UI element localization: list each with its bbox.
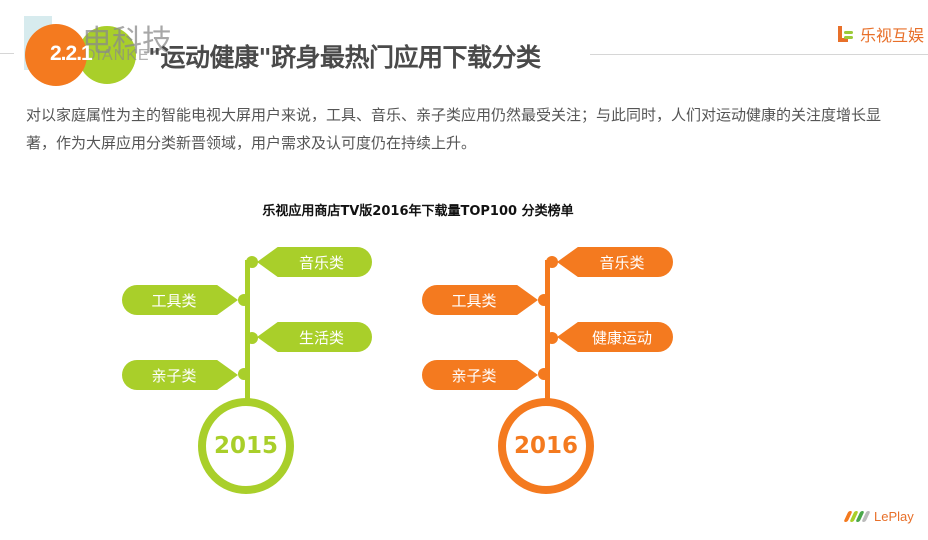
leshi-logo-icon <box>838 26 854 42</box>
watermark-en: DIANKE <box>84 47 150 64</box>
year-ring-2015: 2015 <box>198 398 294 494</box>
intro-paragraph: 对以家庭属性为主的智能电视大屏用户来说，工具、音乐、亲子类应用仍然最受关注；与此… <box>26 106 882 152</box>
brand-name: 乐视互娱 <box>860 26 925 45</box>
section-badge-orange-circle <box>25 24 87 86</box>
header-rule-left <box>0 53 14 54</box>
category-flag-left-bottom: 亲子类 <box>422 360 538 390</box>
tree-stem <box>545 260 550 400</box>
branch-node <box>538 368 550 380</box>
footer-logo: LePlay <box>843 509 914 524</box>
category-flag-right-bottom: 健康运动 <box>557 322 673 352</box>
branch-node <box>238 368 250 380</box>
branch-node <box>246 256 258 268</box>
year-ring-2016: 2016 <box>498 398 594 494</box>
chart-title: 乐视应用商店TV版2016年下载量TOP100 分类榜单 <box>262 204 574 219</box>
tree-stem <box>245 260 250 400</box>
watermark-cn: 电科技 <box>82 24 172 59</box>
branch-node <box>238 294 250 306</box>
section-number: 2.2.1 <box>50 42 93 65</box>
branch-node <box>546 256 558 268</box>
brand-logo: 乐视互娱 <box>838 22 924 46</box>
category-flag-left-top: 工具类 <box>422 285 538 315</box>
footer-brand: LePlay <box>874 509 914 524</box>
branch-node <box>246 332 258 344</box>
branch-node <box>546 332 558 344</box>
category-flag-left-top: 工具类 <box>122 285 238 315</box>
branch-node <box>538 294 550 306</box>
section-badge-green-circle <box>78 26 136 84</box>
category-flag-right-top: 音乐类 <box>257 247 372 277</box>
header-rule-right <box>590 54 928 55</box>
page-title: "运动健康"跻身最热门应用下载分类 <box>148 43 541 72</box>
category-flag-left-bottom: 亲子类 <box>122 360 238 390</box>
category-flag-right-top: 音乐类 <box>557 247 673 277</box>
category-flag-right-bottom: 生活类 <box>257 322 372 352</box>
